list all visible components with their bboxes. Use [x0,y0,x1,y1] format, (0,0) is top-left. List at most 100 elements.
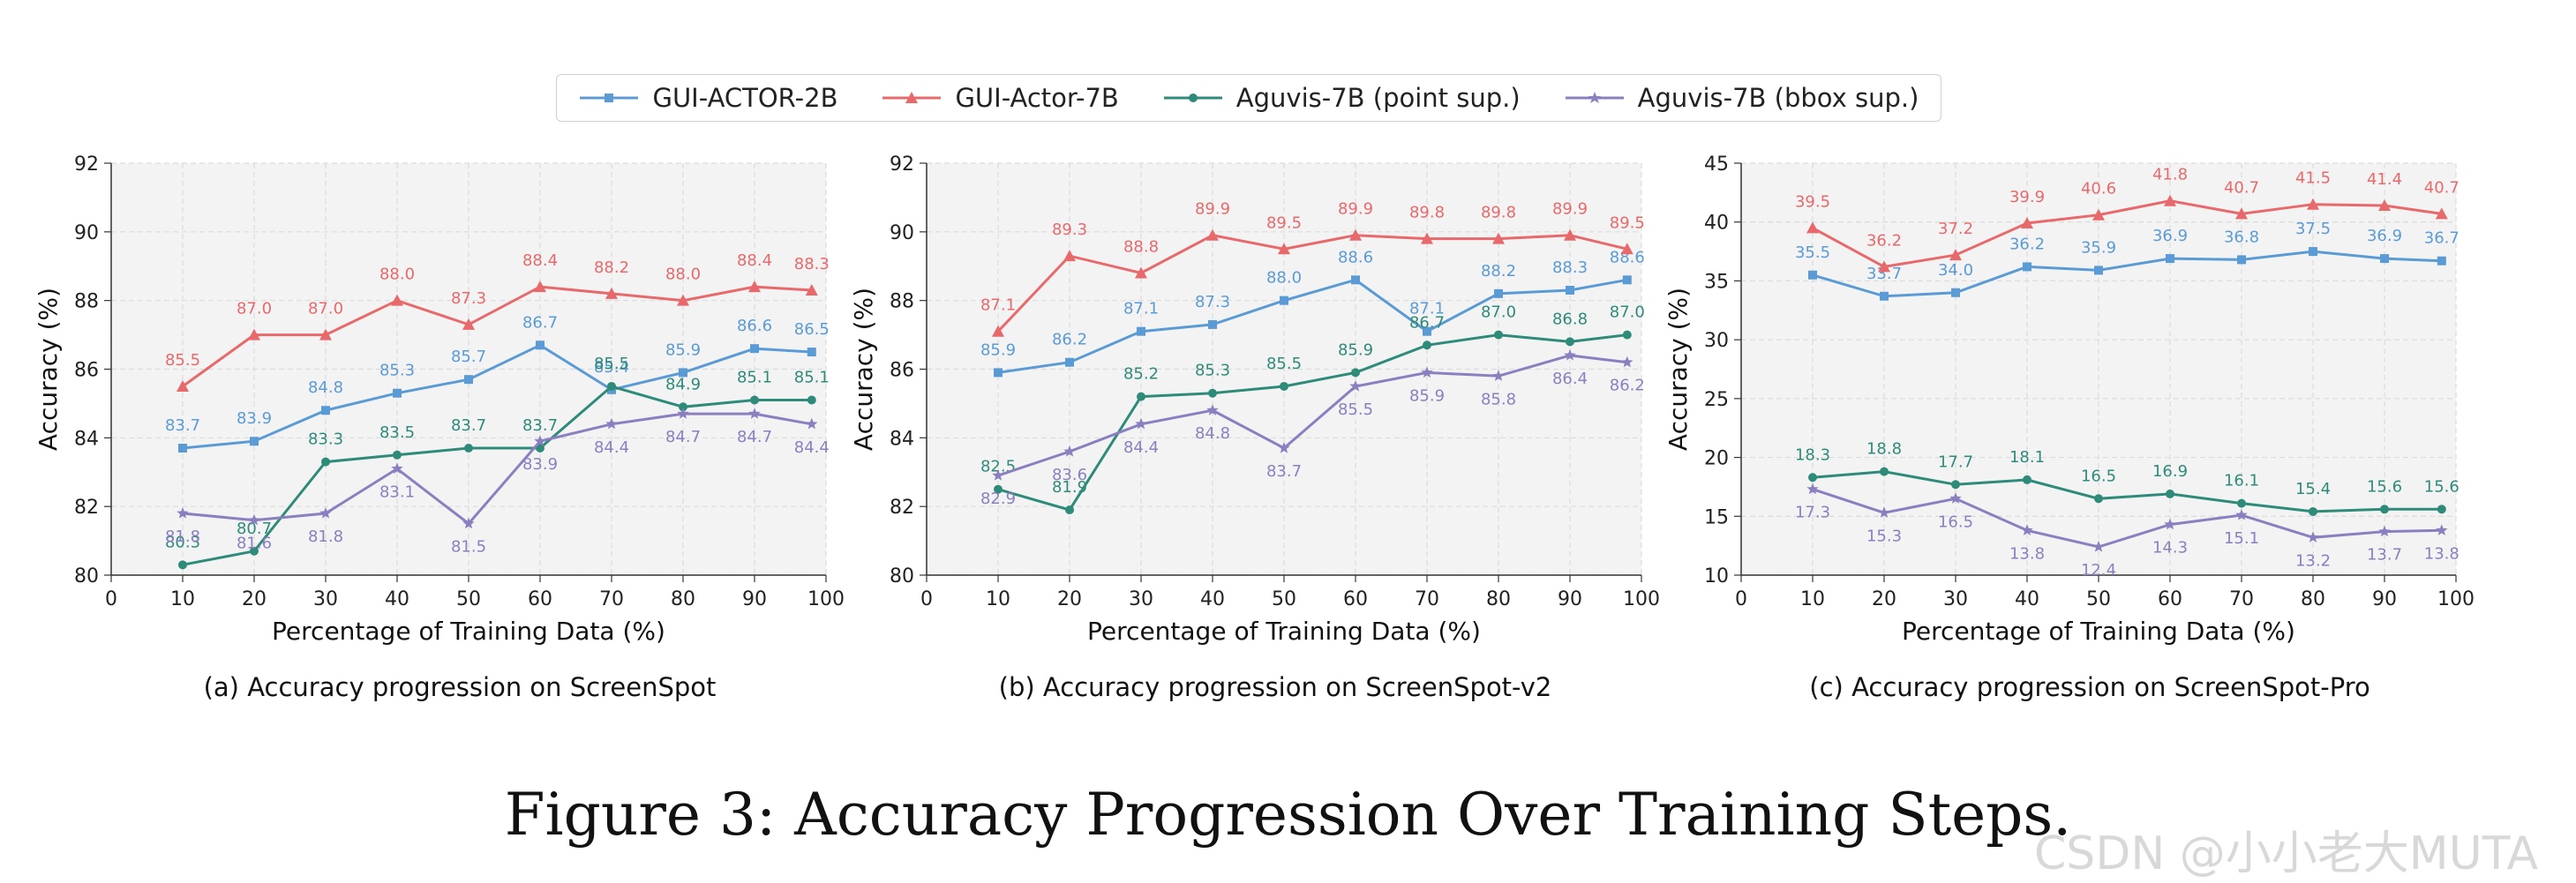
series-point [806,417,818,430]
series-point [607,381,616,391]
data-label: 88.0 [665,266,701,284]
series-point [1951,480,1960,490]
series-point [805,283,818,296]
series-point [2380,505,2389,514]
series-point [393,450,402,460]
series-point [1349,228,1362,241]
x-tick-label: 70 [1415,588,1439,610]
series-point [1494,330,1503,340]
data-label: 83.9 [237,409,272,428]
data-label: 15.6 [2424,477,2460,496]
x-tick-label: 90 [2372,588,2397,610]
data-label: 13.8 [2424,544,2460,563]
series-point [1208,388,1217,398]
x-tick-label: 70 [2229,588,2254,610]
series-point [462,318,475,330]
y-axis-label: Accuracy (%) [34,288,63,451]
series-point [248,328,260,340]
series-point [178,560,187,570]
x-tick-label: 30 [1129,588,1153,610]
x-tick-label: 10 [170,588,195,610]
series-point [994,368,1003,378]
series-point [1564,228,1576,241]
data-label: 85.1 [737,369,772,387]
series-point [2094,266,2103,275]
data-label: 81.9 [1052,478,1087,497]
data-label: 86.2 [1610,377,1645,395]
data-label: 89.8 [1481,204,1516,222]
data-label: 83.7 [165,416,200,435]
data-label: 83.7 [451,416,486,435]
data-label: 36.2 [2009,235,2045,253]
data-label: 87.1 [980,296,1016,315]
data-label: 86.2 [1052,331,1087,349]
series-point [1949,492,1962,504]
series-point [2437,256,2446,266]
data-label: 85.7 [451,348,486,366]
series-point [1280,296,1288,305]
series-point [677,294,689,306]
x-tick-label: 0 [1735,588,1747,610]
series-point [750,344,759,354]
data-label: 83.1 [379,483,415,501]
data-label: 88.3 [794,255,830,273]
data-label: 88.4 [737,251,772,270]
x-tick-label: 80 [1486,588,1511,610]
y-tick-label: 35 [1704,271,1729,293]
y-tick-label: 20 [1704,448,1729,470]
series-line [182,285,812,388]
data-label: 88.6 [1610,248,1645,266]
data-label: 89.8 [1409,204,1445,222]
data-label: 87.0 [308,300,343,318]
series-point [677,408,689,419]
series-line [1812,488,2442,549]
series-line [182,385,812,566]
legend-marker-square-icon [580,94,639,102]
series-point [1880,291,1889,301]
series-point [1566,337,1574,347]
data-label: 87.3 [1195,293,1230,311]
series-point [2235,509,2248,520]
series-line [1812,470,2442,513]
data-label: 87.3 [451,289,486,308]
x-tick-label: 20 [1057,588,1082,610]
y-tick-label: 86 [890,360,914,382]
series-point [2237,498,2246,508]
y-tick-label: 92 [74,153,99,176]
figure-caption: Figure 3: Accuracy Progression Over Trai… [504,781,2072,849]
series-point [319,507,332,519]
series-point [534,281,546,293]
series-point [807,348,816,357]
data-label: 16.5 [2081,467,2116,485]
data-label: 40.7 [2424,178,2460,197]
data-label: 85.3 [379,362,415,380]
series-point [1137,326,1145,336]
series-point [1421,232,1433,244]
series-line [182,412,813,526]
data-label: 82.9 [980,490,1016,508]
data-label: 85.4 [594,358,629,377]
data-label: 84.7 [665,428,701,446]
data-label: 35.9 [2081,238,2116,257]
data-label: 88.2 [594,258,629,277]
series-point [1494,288,1503,298]
x-tick-label: 0 [920,588,933,610]
series-line [997,278,1628,374]
x-tick-label: 70 [599,588,624,610]
series-point [1492,370,1505,381]
series-point [807,395,816,405]
data-label: 18.1 [2009,448,2045,467]
data-label: 36.8 [2224,228,2259,246]
x-tick-label: 0 [105,588,117,610]
y-tick-label: 25 [1704,389,1729,411]
series-point [1621,355,1633,368]
data-label: 88.6 [1338,248,1373,266]
series-point [248,513,260,526]
data-label: 86.4 [1552,370,1588,388]
series-point [250,546,259,556]
series-line [997,354,1627,477]
data-label: 80.7 [237,520,272,538]
x-tick-label: 100 [2437,588,2475,610]
series-point [176,379,189,392]
series-point [2437,505,2446,514]
